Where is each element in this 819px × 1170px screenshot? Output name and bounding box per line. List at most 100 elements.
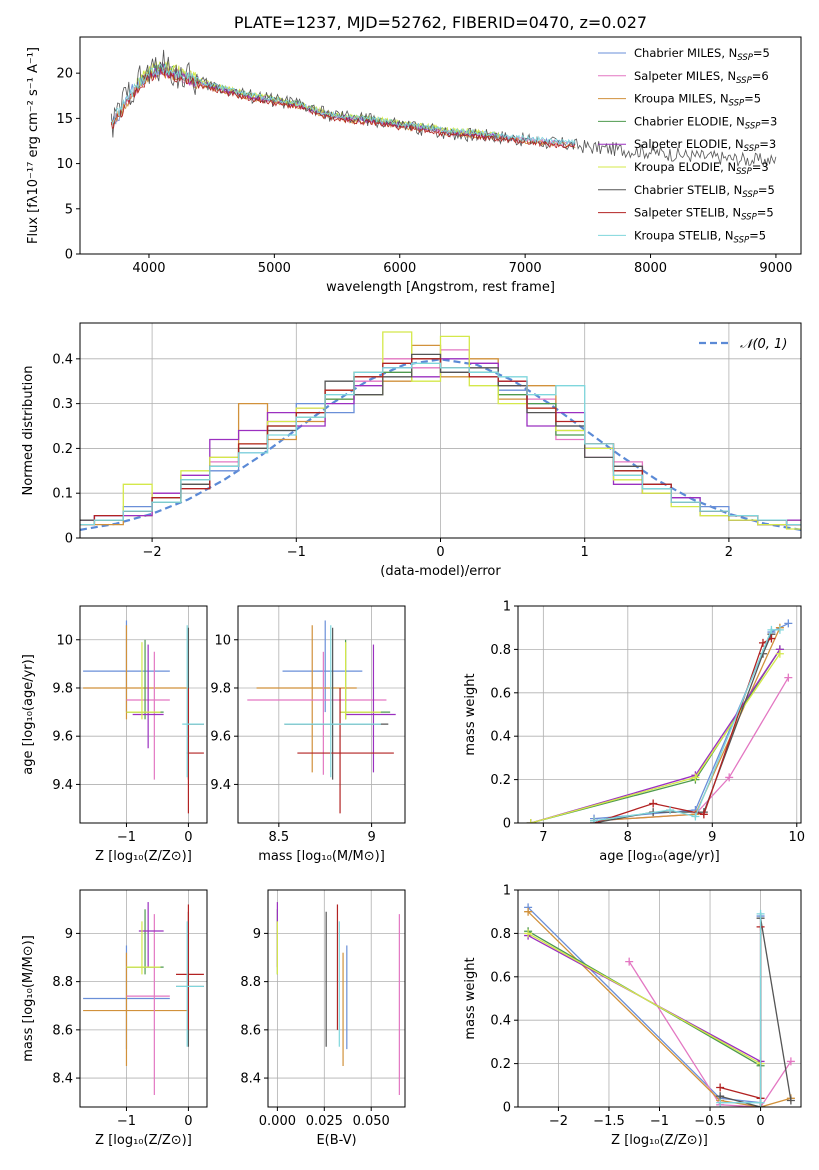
y-tick-label: 0 (65, 532, 73, 547)
x-axis-label: Z [log₁₀(Z/Z⊙)] (95, 1133, 192, 1148)
data-point (767, 634, 776, 643)
plot-area (247, 620, 396, 814)
errorbar-4 (345, 644, 396, 773)
legend-label: Chabrier MILES, NSSP=5 (634, 46, 770, 63)
y-tick-label: 15 (56, 112, 73, 127)
y-tick-label: 5 (65, 202, 73, 217)
x-tick-label: 0 (436, 545, 444, 560)
y-tick-label: 9.8 (210, 681, 231, 696)
axes-frame (79, 36, 802, 255)
series-line-8 (593, 629, 780, 822)
legend-subscript: SSP (742, 190, 758, 200)
errorbar-6 (176, 911, 204, 1047)
series-line-4 (527, 935, 762, 1107)
x-axis-label: Z [log₁₀(Z/Z⊙)] (611, 1133, 708, 1148)
series-line-0 (527, 906, 762, 1104)
x-axis-label: mass [log₁₀(M/M⊙)] (258, 849, 385, 864)
series-line-3 (527, 930, 762, 1107)
y-tick-label: 8.8 (240, 975, 261, 990)
axes-frame (237, 605, 406, 824)
legend-name: Chabrier ELODIE, N (634, 114, 745, 128)
x-tick-label: 10 (789, 830, 806, 845)
plot-area (524, 903, 795, 1107)
legend-subscript: SSP (729, 99, 745, 109)
y-tick-label: 0.8 (490, 927, 511, 942)
plot-area (83, 620, 204, 814)
x-axis-label: age [log₁₀(age/yr)] (599, 849, 720, 864)
series-line-2 (593, 627, 781, 822)
errorbar-0 (282, 620, 363, 713)
errorbar-7 (297, 687, 394, 814)
legend-label: Salpeter MILES, NSSP=6 (634, 69, 769, 86)
data-point (725, 773, 734, 782)
y-tick-label: 0.4 (490, 1014, 511, 1029)
x-tick-label: −1 (287, 545, 306, 560)
y-tick-label: 0.2 (490, 1057, 511, 1072)
data-point (784, 619, 793, 628)
y-tick-label: 10 (56, 633, 73, 648)
y-tick-label: 10 (56, 157, 73, 172)
y-tick-label: 9.4 (210, 778, 231, 793)
series-line-9 (80, 362, 801, 526)
x-tick-label: 9000 (759, 261, 792, 276)
errorbar-6 (284, 627, 389, 780)
plot-area (83, 902, 204, 1095)
errorbar-5 (126, 921, 161, 975)
legend-label: Kroupa ELODIE, NSSP=3 (634, 160, 769, 177)
series-line-6 (110, 49, 777, 167)
axes-frame (79, 605, 208, 824)
data-point (786, 1057, 795, 1066)
data-point (716, 1083, 725, 1092)
data-point (767, 625, 776, 634)
errorbar-1 (83, 952, 189, 1067)
plot-area (276, 902, 400, 1095)
chart-spectrum: 4000 5000 6000 7000 8000 9000 0 5 10 15 20 waveleng… (26, 13, 802, 295)
x-tick-label: 9 (367, 830, 375, 845)
y-tick-label: 0.2 (490, 773, 511, 788)
series-line-8 (110, 63, 576, 146)
y-tick-label: 0.4 (490, 730, 511, 745)
legend-label: Salpeter STELIB, NSSP=5 (634, 206, 774, 223)
legend-label: Salpeter ELODIE, NSSP=3 (634, 137, 776, 154)
series-line-6 (593, 633, 772, 823)
legend-name: Salpeter STELIB, N (634, 206, 741, 220)
chart-age_vs_Z: −1 0 9.4 9.6 9.8 10 Z [log₁₀(Z/Z⊙)] age [log₁₀(… (21, 605, 208, 864)
y-tick-label: 0 (503, 1101, 511, 1116)
legend-label: 𝒩(0, 1) (740, 337, 787, 352)
y-tick-label: 0.3 (52, 397, 73, 412)
y-axis-label: Normed distribution (21, 366, 36, 496)
legend-count: =6 (752, 69, 769, 83)
x-tick-label: 8 (624, 830, 632, 845)
errorbar-5 (126, 642, 161, 720)
legend-name: Chabrier STELIB, N (634, 183, 742, 197)
data-point (775, 625, 784, 634)
errorbar-6 (186, 627, 204, 780)
y-tick-label: 10 (214, 633, 231, 648)
errorbar-4 (138, 902, 164, 968)
errorbar-2 (126, 914, 170, 1095)
y-axis-label: mass weight (463, 957, 478, 1039)
y-tick-label: 0.6 (490, 686, 511, 701)
y-axis-label: mass weight (463, 673, 478, 755)
x-tick-label: 0 (184, 1114, 192, 1129)
errorbar-7 (186, 687, 204, 814)
axes-frame (79, 889, 208, 1108)
errorbar-7 (176, 904, 204, 1030)
legend-count: =3 (752, 160, 769, 174)
chart-title: PLATE=1237, MJD=52762, FIBERID=0470, z=0… (234, 13, 647, 32)
x-tick-label: 9 (708, 830, 716, 845)
x-tick-label: 4000 (132, 261, 165, 276)
series-line-4 (136, 61, 501, 139)
y-tick-label: 0 (65, 248, 73, 263)
chart-mass_vs_Z: −1 0 8.4 8.6 8.8 9 Z [log₁₀(Z/Z⊙)] mass [log₁₀(… (21, 889, 208, 1148)
x-tick-label: 8.5 (268, 830, 289, 845)
data-point (786, 1096, 795, 1105)
y-tick-label: 20 (56, 67, 73, 82)
x-tick-label: 5000 (258, 261, 291, 276)
plot-area (110, 49, 777, 167)
x-axis-label: wavelength [Angstrom, rest frame] (326, 280, 555, 295)
x-axis-label: E(B-V) (316, 1133, 356, 1148)
errorbar-4 (132, 644, 164, 749)
errorbar-1 (256, 625, 357, 773)
